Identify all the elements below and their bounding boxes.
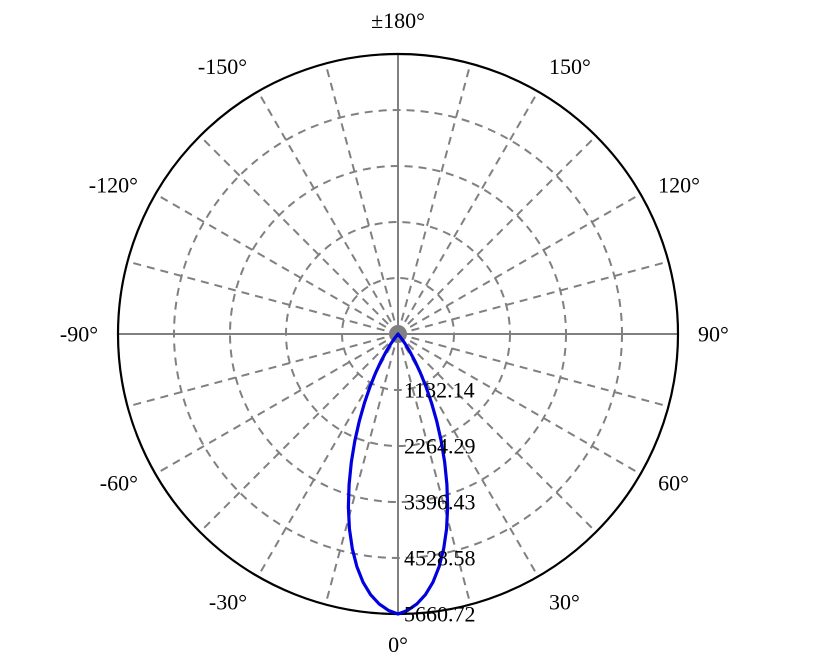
polar-chart: 1132.14 2264.29 3396.43 4528.58 5660.72 0° 30°… [0,0,819,670]
radial-label: 4528.58 [404,546,476,571]
angle-label: -90° [60,322,98,347]
angle-label: ±180° [371,8,425,33]
radial-label: 1132.14 [404,378,475,403]
grid-spoke [258,92,398,334]
angle-label: -60° [100,471,138,496]
radial-label: 2264.29 [404,434,476,459]
grid-spoke [156,334,398,474]
grid-spoke [200,334,398,532]
radial-label: 3396.43 [404,490,476,515]
grid-spoke [200,136,398,334]
grid-spoke [326,64,398,334]
grid-spoke [326,334,398,604]
angle-label: -30° [209,590,247,615]
grid-spoke [128,334,398,406]
angle-label: 0° [388,632,408,657]
grid-spoke [398,262,668,334]
angle-label: 90° [698,322,729,347]
grid-spoke [398,92,538,334]
grid-spoke [398,64,470,334]
angle-label: 120° [658,173,700,198]
grid-spoke [128,262,398,334]
grid-spoke [398,136,596,334]
grid-spoke [156,194,398,334]
angle-label: -120° [89,173,138,198]
angle-label: -150° [198,54,247,79]
angle-label: 60° [658,471,689,496]
grid-spoke [398,194,640,334]
radial-labels: 1132.14 2264.29 3396.43 4528.58 5660.72 [404,378,476,627]
radial-label: 5660.72 [404,602,476,627]
angle-label: 150° [549,54,591,79]
angle-label: 30° [549,590,580,615]
